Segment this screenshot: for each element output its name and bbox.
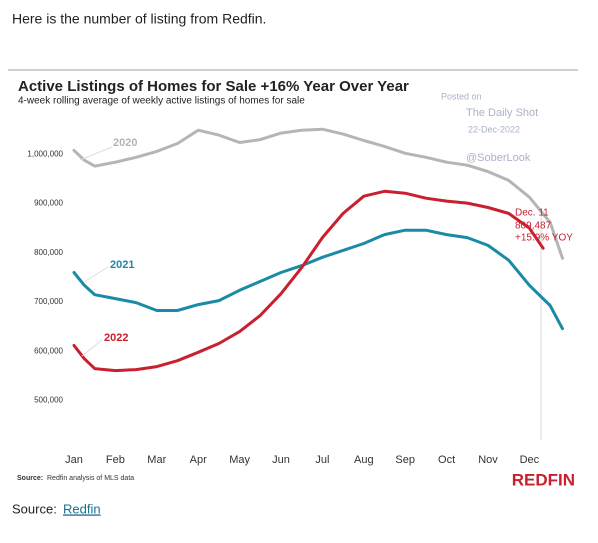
watermark: 22-Dec-2022 [468, 124, 520, 134]
y-tick-label: 800,000 [34, 248, 63, 257]
chart-card [8, 70, 578, 494]
chart-source-label: Source: [17, 475, 43, 482]
x-tick-label: Feb [106, 454, 125, 466]
x-tick-label: Apr [190, 454, 207, 466]
y-tick-label: 900,000 [34, 199, 63, 208]
label-connector [79, 146, 113, 161]
annotation: +15.9% YOY [515, 233, 573, 244]
intro-text: Here is the number of listing from Redfi… [12, 11, 266, 27]
legend-label: 2021 [110, 259, 134, 271]
series-line [72, 189, 545, 373]
x-tick-label: Jul [315, 454, 329, 466]
y-tick-label: 1,000,000 [27, 149, 63, 158]
annotation: 809,487 [515, 221, 552, 232]
label-connector [83, 266, 109, 283]
x-tick-label: Sep [395, 454, 415, 466]
legend-label: 2020 [113, 137, 137, 149]
logo: REDFIN [512, 470, 575, 489]
watermark: The Daily Shot [466, 107, 538, 119]
y-tick-label: 700,000 [34, 297, 63, 306]
annotation: Dec. 11 [515, 208, 549, 219]
x-tick-label: Nov [478, 454, 498, 466]
x-tick-label: Aug [354, 454, 374, 466]
source-link-text[interactable]: Redfin [63, 501, 101, 516]
series-line [72, 228, 564, 331]
x-tick-label: Oct [438, 454, 455, 466]
watermark: Posted on [441, 91, 482, 101]
chart-source: Redfin analysis of MLS data [47, 475, 134, 482]
source-label: Source: [12, 501, 57, 516]
source-link[interactable]: Redfin [63, 501, 101, 516]
y-tick-label: 500,000 [34, 396, 63, 405]
x-tick-label: Jun [272, 454, 290, 466]
legend-label: 2022 [104, 332, 128, 344]
x-tick-label: Mar [147, 454, 166, 466]
x-tick-label: Jan [65, 454, 83, 466]
chart-title: Active Listings of Homes for Sale +16% Y… [18, 78, 409, 95]
x-tick-label: Dec [520, 454, 540, 466]
watermark: @SoberLook [466, 152, 531, 164]
x-tick-label: May [229, 454, 250, 466]
chart-subtitle: 4-week rolling average of weekly active … [18, 96, 305, 107]
plot: 500,000 600,000 700,000 800,000 900,000 1,000… [27, 127, 564, 466]
series-line [72, 127, 564, 260]
y-tick-label: 600,000 [34, 346, 63, 355]
label-connector [81, 339, 103, 357]
